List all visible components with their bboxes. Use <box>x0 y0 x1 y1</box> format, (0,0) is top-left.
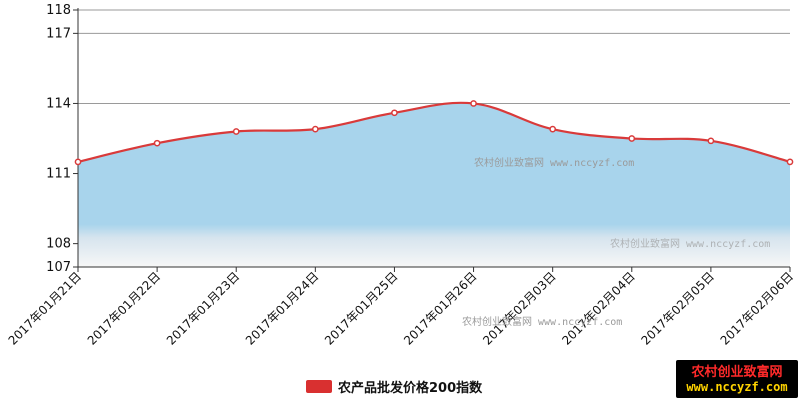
y-tick-labels: 107 108 111 114 117 118 <box>46 3 71 275</box>
data-point <box>628 135 636 142</box>
y-tick-label: 118 <box>46 3 71 18</box>
x-tick-label: 2017年02月04日 <box>559 269 638 348</box>
y-tick-label: 108 <box>46 237 71 252</box>
data-point <box>74 158 82 166</box>
data-point <box>153 139 161 147</box>
x-tick-label: 2017年01月23日 <box>164 269 243 348</box>
x-tick-label: 2017年01月26日 <box>401 269 480 348</box>
x-tick-label: 2017年01月21日 <box>6 269 85 348</box>
x-tick-label: 2017年02月05日 <box>638 269 717 348</box>
data-point <box>470 100 477 107</box>
data-points <box>74 100 794 166</box>
y-tick-label: 117 <box>46 26 71 41</box>
legend-label: 农产品批发价格200指数 <box>337 380 483 396</box>
data-point <box>391 109 398 117</box>
badge-site-name: 农村创业致富网 <box>691 365 783 380</box>
watermark-2: 农村创业致富网 www.nccyzf.com <box>610 237 770 250</box>
watermark-3: 农村创业致富网 www.nccyzf.com <box>462 315 622 328</box>
x-tick-label: 2017年01月24日 <box>243 269 322 348</box>
watermark-1: 农村创业致富网 www.nccyzf.com <box>474 156 634 169</box>
badge-site-url: www.nccyzf.com <box>686 380 788 394</box>
y-tick-label: 114 <box>46 96 71 111</box>
x-tick-label: 2017年01月22日 <box>85 269 164 348</box>
data-point <box>786 158 794 166</box>
y-tick-label: 111 <box>46 167 71 182</box>
x-tick-label: 2017年01月25日 <box>322 269 401 348</box>
y-tick-label: 107 <box>46 260 71 275</box>
x-tick-label: 2017年02月06日 <box>718 269 797 348</box>
data-point <box>232 128 240 135</box>
legend-swatch <box>306 380 332 393</box>
area-fill <box>78 102 790 267</box>
data-point <box>707 137 715 145</box>
series-line <box>77 101 791 163</box>
data-point <box>311 125 319 133</box>
x-tick-label: 2017年02月03日 <box>480 269 559 348</box>
x-tick-labels: 2017年01月21日 2017年01月22日 2017年01月23日 2017年01… <box>6 267 797 348</box>
site-badge: 农村创业致富网 www.nccyzf.com <box>676 360 798 398</box>
data-point <box>549 125 557 133</box>
